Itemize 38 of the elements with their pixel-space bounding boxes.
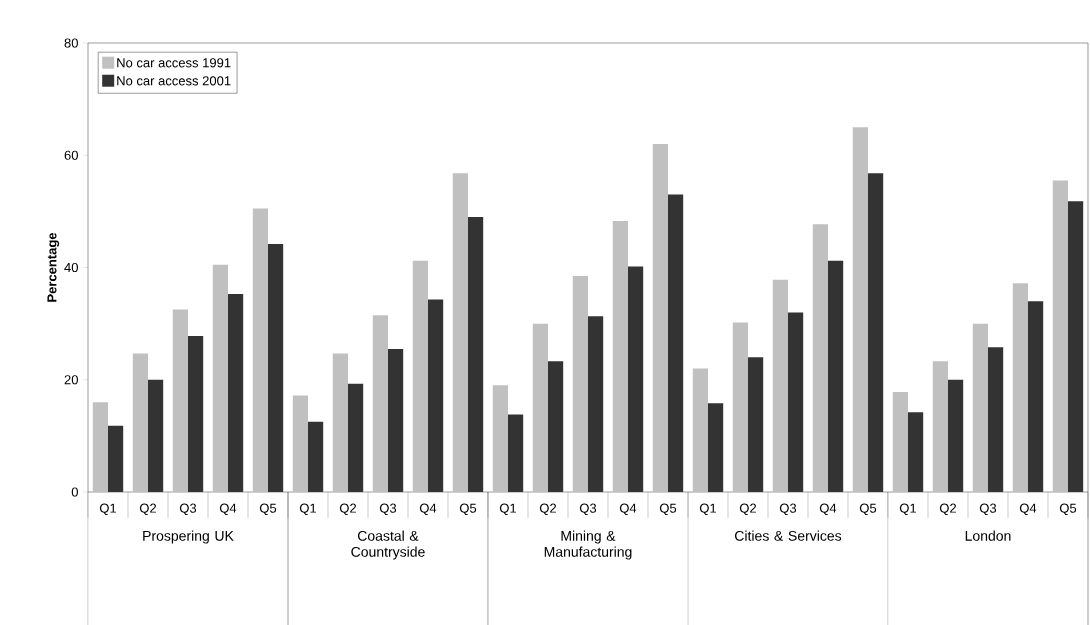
x-tick-label: Q4 xyxy=(1019,503,1037,516)
x-tick-label: Q3 xyxy=(179,503,197,516)
x-tick-label: Q4 xyxy=(619,503,637,516)
x-tick-label: Q3 xyxy=(779,503,797,516)
y-tick-label: 40 xyxy=(64,262,78,273)
x-tick-label: Q5 xyxy=(859,503,877,516)
x-tick-label: Q4 xyxy=(219,503,237,516)
text: Mining & Manufacturing xyxy=(544,530,632,560)
legend-label: No car access 1991 xyxy=(117,58,231,68)
y-tick-label: 0 xyxy=(71,487,78,497)
x-tick-label: Q4 xyxy=(419,503,437,516)
x-tick-label: Q2 xyxy=(539,503,557,516)
x-tick-label: Q3 xyxy=(579,503,597,516)
y-tick-label: 20 xyxy=(64,375,78,385)
x-tick-label: Q5 xyxy=(259,503,277,516)
x-tick-label: Q2 xyxy=(939,503,957,516)
x-tick-label: Q1 xyxy=(99,503,117,516)
legend-label: No car access 2001 xyxy=(117,76,231,86)
x-tick-label: Q4 xyxy=(819,503,837,516)
y-tick-label: 60 xyxy=(64,150,78,160)
x-tick-label: Q1 xyxy=(299,503,317,516)
text: Prospering UK xyxy=(143,530,234,544)
x-tick-label: Q1 xyxy=(699,503,717,516)
x-tick-label: Q1 xyxy=(899,503,917,516)
x-tick-label: Q3 xyxy=(379,503,397,516)
x-tick-label: Q5 xyxy=(659,503,677,516)
text: Coastal & Countryside xyxy=(351,530,425,560)
x-tick-label: Q2 xyxy=(139,503,157,516)
y-tick-label: 80 xyxy=(64,38,78,48)
text: Cities & Services xyxy=(735,530,842,541)
x-tick-label: Q3 xyxy=(979,503,997,516)
y-axis-title: Percentage xyxy=(47,232,60,302)
x-tick-label: Q5 xyxy=(459,503,477,516)
x-tick-label: Q2 xyxy=(339,503,357,516)
x-tick-label: Q1 xyxy=(499,503,517,516)
x-tick-label: Q2 xyxy=(739,503,757,516)
x-tick-label: Q5 xyxy=(1059,503,1077,516)
text: London xyxy=(965,530,1011,541)
